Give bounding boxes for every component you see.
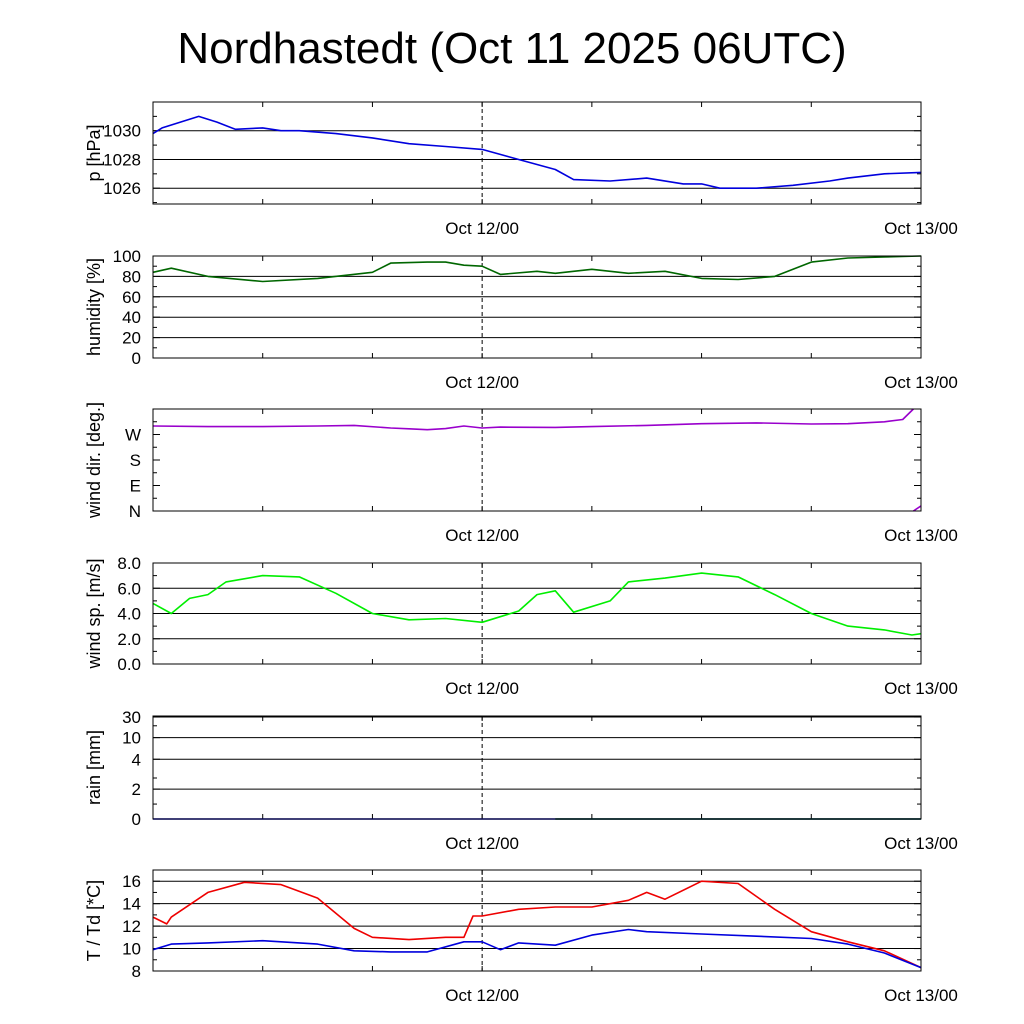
panel-frame [152,715,922,820]
y-tick-label: 16 [122,872,141,891]
y-axis-label: wind dir. [deg.] [84,402,104,519]
x-tick-label: Oct 13/00 [884,679,958,698]
y-tick-label: 1026 [103,179,141,198]
y-tick-label: 8.0 [117,554,141,573]
y-tick-label: 12 [122,917,141,936]
x-tick-label: Oct 12/00 [445,219,519,238]
y-axis-label: T / Td [*C] [84,880,104,961]
series-line [912,505,922,512]
y-tick-label: 6.0 [117,579,141,598]
panel-frame [152,101,922,205]
y-tick-label: W [125,426,141,445]
y-tick-label: N [129,502,141,521]
y-tick-label: 2.0 [117,630,141,649]
panel-frame [152,255,922,359]
y-tick-label: 80 [122,267,141,286]
y-tick-label: 2 [132,780,141,799]
y-tick-label: 4 [132,750,141,769]
y-axis-label: rain [mm] [84,730,104,805]
chart-title: Nordhastedt (Oct 11 2025 06UTC) [177,24,847,73]
x-tick-label: Oct 13/00 [884,373,958,392]
series-line [152,572,922,636]
y-tick-label: S [130,451,141,470]
y-tick-label: 10 [122,940,141,959]
y-axis-label: p [hPa] [84,124,104,181]
y-tick-label: 100 [113,247,141,266]
x-tick-label: Oct 13/00 [884,219,958,238]
y-axis-label: humidity [%] [84,258,104,356]
y-tick-label: 1028 [103,150,141,169]
y-tick-label: 10 [122,729,141,748]
series-line [152,408,914,431]
y-tick-label: 0 [132,810,141,829]
y-tick-label: E [130,477,141,496]
panel-frame [152,869,922,972]
x-tick-label: Oct 13/00 [884,834,958,853]
x-tick-label: Oct 12/00 [445,373,519,392]
x-tick-label: Oct 13/00 [884,986,958,1005]
y-axis-label: wind sp. [m/s] [84,558,104,669]
y-tick-label: 8 [132,962,141,981]
panel-frame [152,408,922,512]
panel-frame [152,562,922,665]
x-tick-label: Oct 12/00 [445,526,519,545]
x-tick-label: Oct 13/00 [884,526,958,545]
series-line [152,115,922,189]
y-tick-label: 40 [122,308,141,327]
series-line [152,880,922,969]
y-tick-label: 30 [122,708,141,727]
y-tick-label: 4.0 [117,605,141,624]
y-tick-label: 60 [122,288,141,307]
x-tick-label: Oct 12/00 [445,986,519,1005]
y-tick-label: 0 [132,349,141,368]
x-tick-label: Oct 12/00 [445,834,519,853]
y-tick-label: 14 [122,895,141,914]
y-tick-label: 20 [122,329,141,348]
x-tick-label: Oct 12/00 [445,679,519,698]
series-line [152,928,922,969]
y-tick-label: 1030 [103,122,141,141]
series-line [152,255,922,283]
y-tick-label: 0.0 [117,655,141,674]
